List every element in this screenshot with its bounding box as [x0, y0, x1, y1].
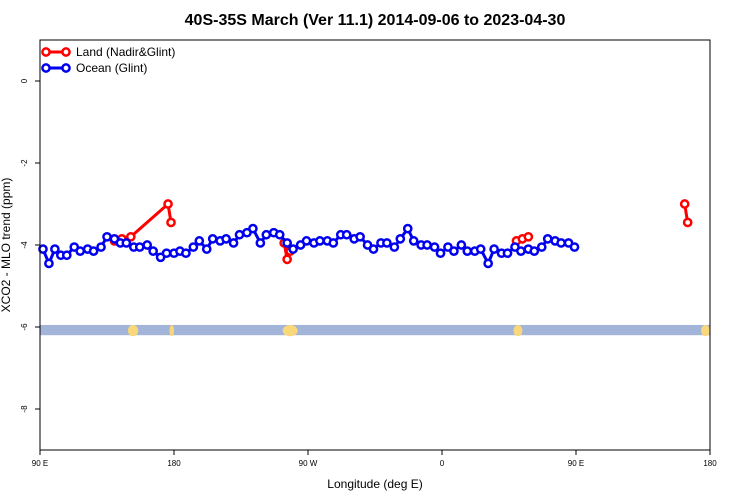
legend: Land (Nadir&Glint) Ocean (Glint)	[41, 45, 175, 75]
ocean-point	[142, 240, 153, 250]
ocean-point	[355, 231, 365, 242]
land-segment-0-point	[166, 217, 176, 228]
ocean-point	[402, 223, 413, 234]
land-segment-1-point	[282, 254, 293, 265]
ocean-point	[389, 242, 400, 252]
chart-title: 40S-35S March (Ver 11.1) 2014-09-06 to 2…	[185, 12, 566, 29]
land-strip	[40, 324, 710, 337]
ocean-point	[248, 223, 258, 234]
land-strip-land-1	[169, 324, 174, 337]
ocean-point	[489, 244, 499, 254]
ocean-point	[536, 242, 547, 252]
ocean-point	[408, 236, 419, 246]
ocean-point	[194, 236, 205, 246]
ocean-point	[422, 240, 432, 250]
ocean-point	[255, 238, 266, 248]
ocean-point	[395, 234, 406, 244]
ocean-point	[288, 244, 298, 254]
ocean-point	[44, 258, 54, 269]
ocean-point	[341, 229, 352, 240]
ocean-point	[475, 244, 486, 254]
legend-entry-ocean: Ocean (Glint)	[41, 61, 147, 75]
x-axis-label: Longitude (deg E)	[327, 477, 422, 491]
x-tick-label: 90 E	[32, 459, 48, 468]
land-strip-land-4	[701, 324, 710, 337]
x-tick-label: 180	[167, 459, 181, 468]
ocean-point	[75, 246, 86, 256]
ocean-point	[315, 236, 325, 246]
y-axis: -8 -6 -4 -2 0	[20, 78, 40, 413]
ocean-point	[382, 238, 392, 248]
ocean-point	[261, 229, 272, 240]
ocean-point	[121, 238, 132, 248]
ocean-point	[88, 246, 99, 256]
y-tick-label: -2	[20, 159, 29, 167]
ocean-point	[38, 244, 48, 254]
ocean-point	[134, 242, 145, 252]
ocean-point	[50, 244, 60, 254]
ocean-point	[228, 238, 239, 248]
ocean-point	[569, 242, 580, 252]
legend-label-ocean: Ocean (Glint)	[76, 61, 147, 75]
ocean-point	[221, 234, 231, 244]
ocean-point	[456, 240, 467, 250]
x-tick-label: 0	[440, 459, 445, 468]
ocean-point	[282, 238, 293, 248]
ocean-point	[462, 246, 473, 256]
ocean-point	[529, 246, 540, 256]
ocean-point	[301, 236, 312, 246]
ocean-point	[207, 234, 218, 244]
x-tick-label: 180	[703, 459, 717, 468]
y-tick-label: 0	[20, 78, 29, 83]
land-segment-0-point	[125, 231, 136, 242]
land-segment-2-point	[523, 231, 534, 242]
y-axis-label: XCO2 - MLO trend (ppm)	[0, 178, 13, 313]
ocean-point	[201, 244, 212, 254]
land-segment-3-point	[679, 199, 690, 209]
x-tick-label: 90 W	[299, 459, 318, 468]
ocean-point	[435, 248, 446, 259]
ocean-point	[96, 242, 106, 252]
ocean-point	[542, 234, 553, 244]
ocean-point	[274, 229, 285, 240]
ocean-point	[102, 231, 112, 242]
ocean-point	[502, 248, 513, 259]
ocean-point	[161, 248, 172, 259]
legend-label-land: Land (Nadir&Glint)	[76, 45, 175, 59]
land-segment-0-point	[163, 199, 173, 209]
ocean-series	[38, 223, 580, 269]
y-tick-label: -6	[20, 323, 29, 331]
y-tick-label: -8	[20, 405, 29, 413]
ocean-point	[188, 242, 199, 252]
ocean-point	[181, 248, 191, 259]
ocean-point	[61, 250, 72, 261]
land-strip-land-3	[513, 324, 523, 337]
ocean-point	[556, 238, 566, 248]
land-strip-land-0	[127, 324, 139, 337]
x-axis: 90 E 180 90 W 0 90 E 180	[32, 450, 717, 468]
ocean-point	[483, 258, 494, 269]
ocean-point	[368, 244, 379, 254]
ocean-point	[234, 229, 245, 240]
ocean-point	[516, 246, 526, 256]
x-tick-label: 90 E	[568, 459, 584, 468]
land-series	[109, 199, 693, 265]
ocean-point	[429, 242, 440, 252]
ocean-point	[328, 238, 339, 248]
land-strip-ocean	[40, 324, 710, 336]
land-segment-3-point	[682, 217, 693, 228]
y-tick-label: -4	[20, 241, 29, 249]
ocean-point	[449, 246, 459, 256]
legend-entry-land: Land (Nadir&Glint)	[41, 45, 175, 59]
ocean-point	[148, 246, 159, 256]
land-strip-land-2	[282, 324, 298, 337]
